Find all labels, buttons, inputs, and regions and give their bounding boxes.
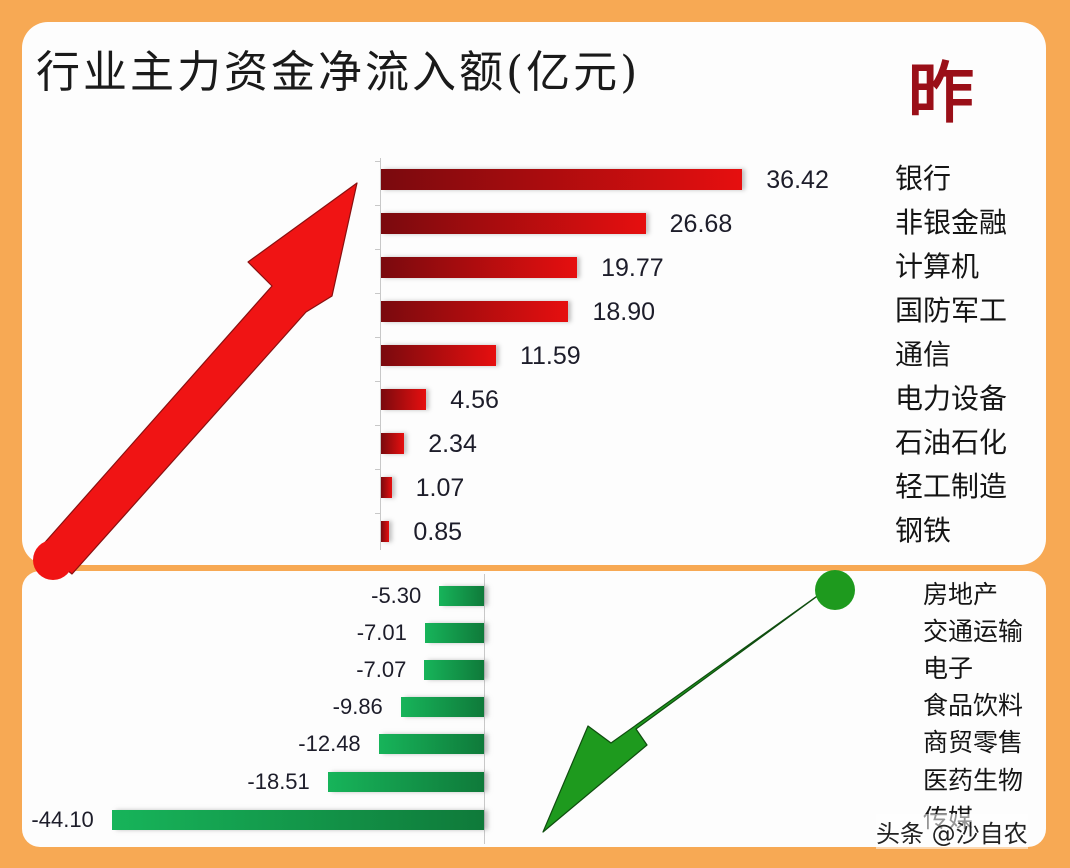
outflow-panel [22, 571, 1046, 847]
outflow-bar [378, 734, 484, 754]
inflow-value-label: 36.42 [766, 166, 829, 194]
axis-tick [375, 513, 381, 514]
outflow-axis [484, 574, 485, 844]
outflow-category-label: 电子 [923, 654, 974, 683]
inflow-value-label: 1.07 [415, 474, 465, 502]
inflow-bar [381, 477, 392, 498]
inflow-category-label: 电力设备 [895, 382, 1008, 415]
inflow-value-label: 2.34 [428, 430, 477, 458]
outflow-value-label: -44.10 [31, 807, 94, 832]
axis-tick [375, 161, 381, 162]
outflow-category-label: 医药生物 [923, 766, 1024, 795]
watermark: 头条 @沙自农 [876, 814, 1028, 849]
axis-tick [375, 293, 381, 294]
axis-tick [375, 469, 381, 470]
outflow-bar [400, 697, 484, 717]
outflow-value-label: -7.07 [356, 657, 407, 682]
axis-tick [375, 337, 381, 338]
inflow-value-label: 18.90 [592, 298, 656, 326]
inflow-bar [381, 257, 578, 278]
down-arrow-icon [542, 570, 855, 833]
inflow-panel [22, 22, 1046, 565]
inflow-axis [380, 158, 381, 550]
outflow-category-label: 商贸零售 [923, 728, 1024, 757]
inflow-category-label: 石油石化 [895, 426, 1008, 459]
inflow-category-label: 通信 [895, 338, 952, 371]
inflow-value-label: 26.68 [669, 210, 733, 238]
outflow-value-label: -5.30 [371, 583, 422, 608]
axis-tick [375, 249, 381, 250]
outflow-category-label: 交通运输 [923, 617, 1024, 646]
axis-tick [375, 425, 381, 426]
inflow-bar [381, 345, 496, 366]
outflow-category-label: 房地产 [923, 580, 999, 609]
inflow-bar [381, 169, 743, 190]
outflow-bar [424, 660, 484, 680]
inflow-value-label: 19.77 [601, 254, 664, 282]
inflow-category-label: 国防军工 [895, 294, 1008, 327]
outflow-bar [424, 623, 484, 643]
outflow-bar [111, 810, 484, 830]
inflow-value-label: 4.56 [450, 386, 499, 414]
axis-tick [375, 381, 381, 382]
inflow-category-label: 计算机 [895, 250, 980, 283]
outflow-value-label: -9.86 [332, 694, 383, 719]
outflow-category-label: 食品饮料 [923, 691, 1024, 720]
up-arrow-icon [33, 182, 358, 580]
inflow-category-label: 轻工制造 [895, 470, 1008, 503]
chart-title: 行业主力资金净流入额(亿元) [36, 47, 641, 98]
inflow-bar [381, 213, 646, 234]
inflow-bar [381, 433, 405, 454]
outflow-bar [327, 772, 484, 792]
outflow-value-label: -12.48 [298, 731, 361, 756]
outflow-value-label: -7.01 [356, 620, 407, 645]
axis-tick [375, 205, 381, 206]
inflow-bar [381, 301, 569, 322]
inflow-bar [381, 389, 427, 410]
period-badge: 昨 [908, 55, 974, 132]
outflow-value-label: -18.51 [247, 769, 310, 794]
inflow-bar [381, 521, 390, 542]
inflow-category-label: 银行 [895, 162, 952, 195]
inflow-category-label: 钢铁 [895, 514, 952, 547]
inflow-value-label: 11.59 [519, 342, 581, 370]
inflow-value-label: 0.85 [413, 518, 463, 546]
outflow-bar [439, 586, 484, 606]
inflow-category-label: 非银金融 [895, 206, 1008, 239]
